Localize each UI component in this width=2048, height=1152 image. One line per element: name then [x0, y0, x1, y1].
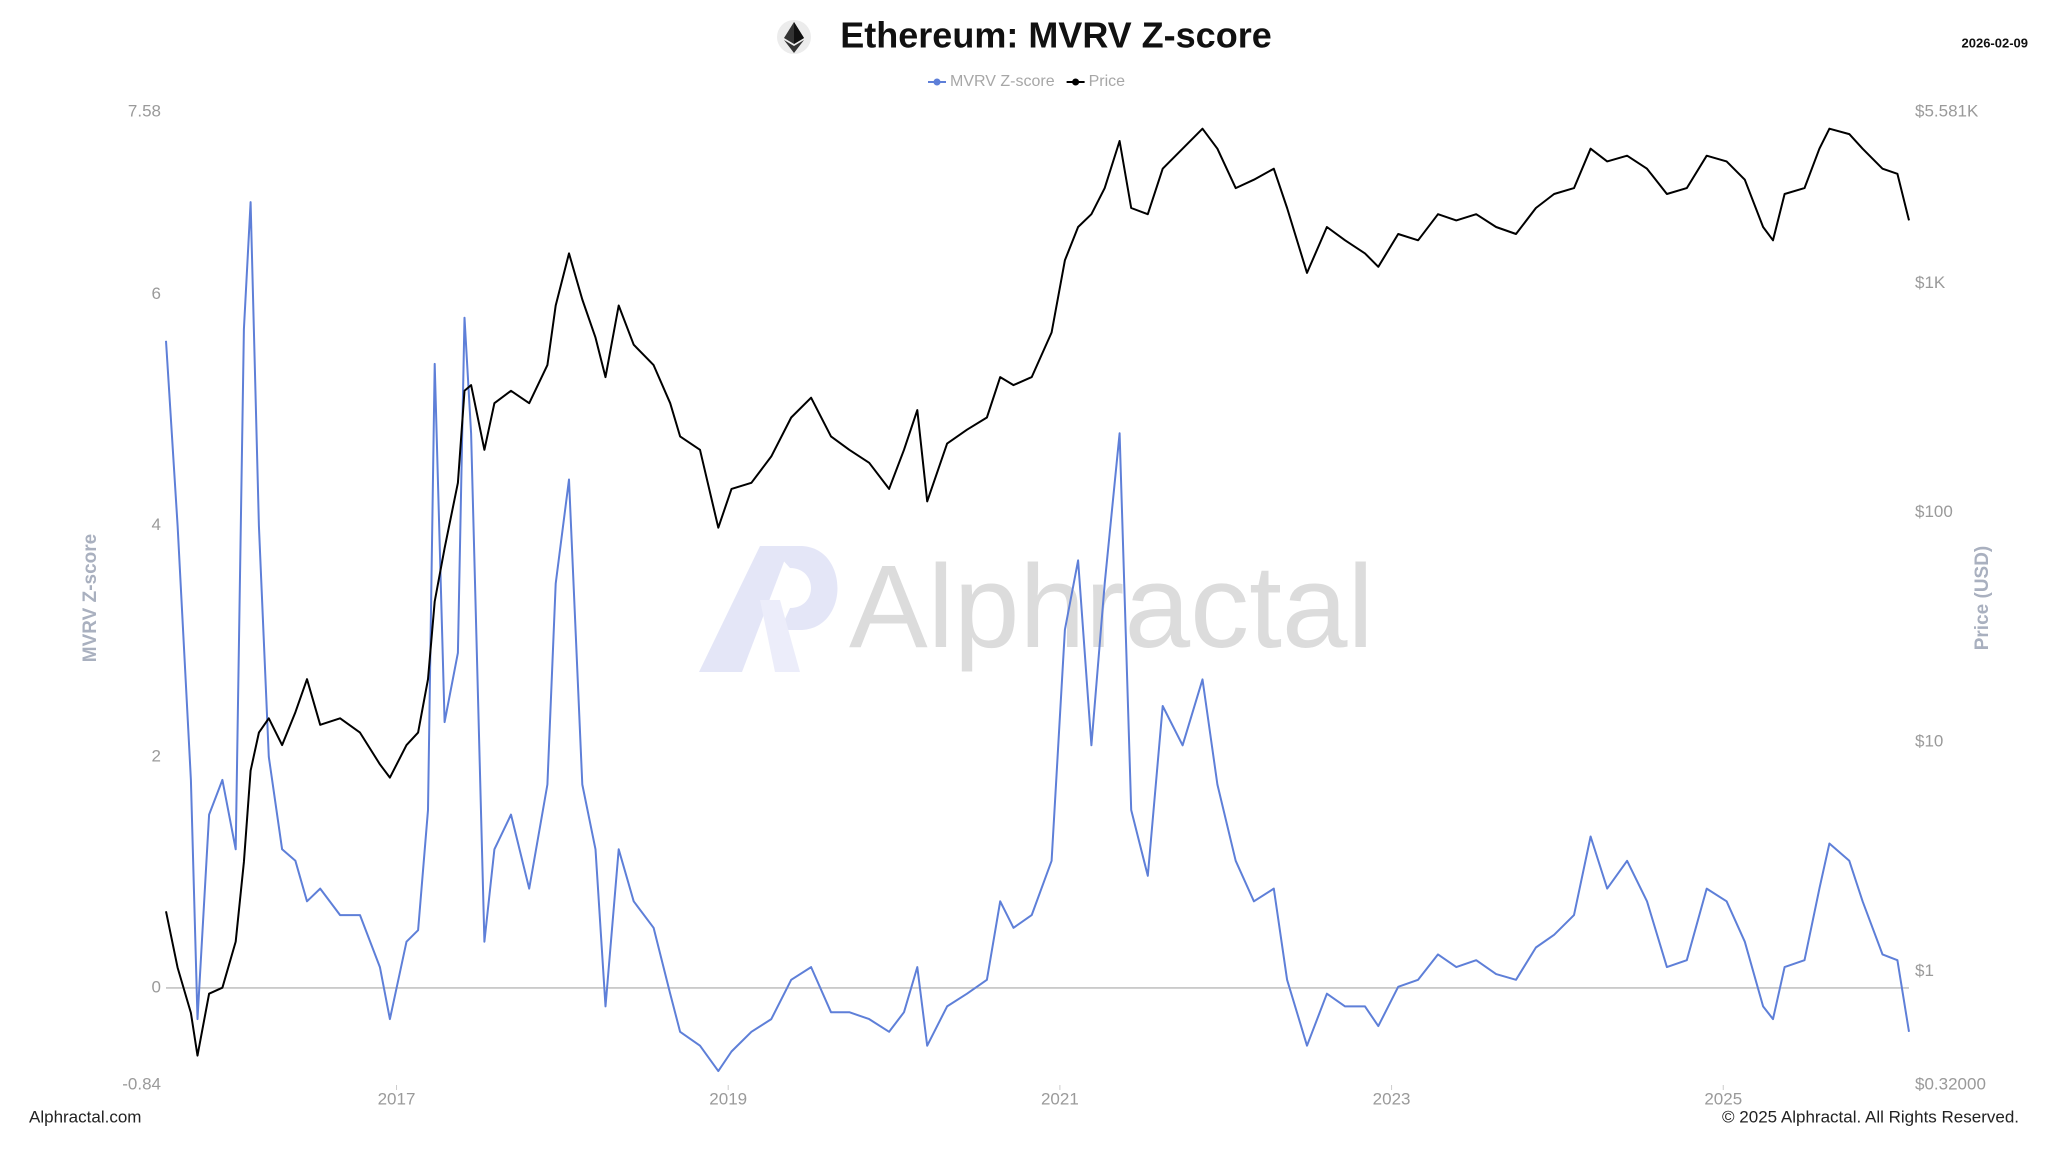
plot-area: -0.84 0 2 4 6 7.58 $0.32000 $1 $10 $100 $1K $5.581K… [122, 73, 1986, 1108]
y2-tick-label: $0.32000 [1915, 1074, 1986, 1093]
y2-axis-title: Price (USD) [1972, 546, 1993, 651]
series-line [165, 127, 1910, 1057]
y2-tick-label: $1 [1915, 961, 1934, 980]
y-tick-label: 2 [152, 746, 161, 765]
footer-left: Alphractal.com [29, 1107, 141, 1126]
y-tick-label: 7.58 [128, 101, 161, 120]
x-tick-label: 2017 [378, 1089, 416, 1108]
watermark-text: Alphractal [849, 541, 1374, 673]
y2-tick-label: $1K [1915, 273, 1946, 292]
legend-dot[interactable] [1072, 78, 1080, 86]
x-tick-label: 2025 [1704, 1089, 1742, 1108]
x-tick-label: 2019 [709, 1089, 747, 1108]
y2-tick-label: $10 [1915, 732, 1943, 751]
y-tick-label: 0 [152, 977, 161, 996]
watermark-logo [699, 546, 838, 672]
y-tick-label: -0.84 [122, 1074, 161, 1093]
y-axis-title: MVRV Z-score [80, 534, 101, 662]
footer-right: © 2025 Alphractal. All Rights Reserved. [1722, 1107, 2019, 1126]
chart-title: Ethereum: MVRV Z-score [840, 15, 1271, 56]
eth-icon [777, 20, 811, 54]
legend-label[interactable]: Price [1089, 73, 1126, 90]
series-line [165, 201, 1910, 1073]
y2-tick-label: $100 [1915, 502, 1953, 521]
x-tick-label: 2023 [1373, 1089, 1411, 1108]
y2-tick-label: $5.581K [1915, 101, 1979, 120]
y-tick-label: 4 [152, 515, 161, 534]
x-tick-label: 2021 [1041, 1089, 1079, 1108]
y-tick-label: 6 [152, 284, 161, 303]
date-label: 2026-02-09 [1962, 35, 2029, 50]
legend-dot[interactable] [933, 78, 941, 86]
legend-label[interactable]: MVRV Z-score [950, 73, 1055, 90]
